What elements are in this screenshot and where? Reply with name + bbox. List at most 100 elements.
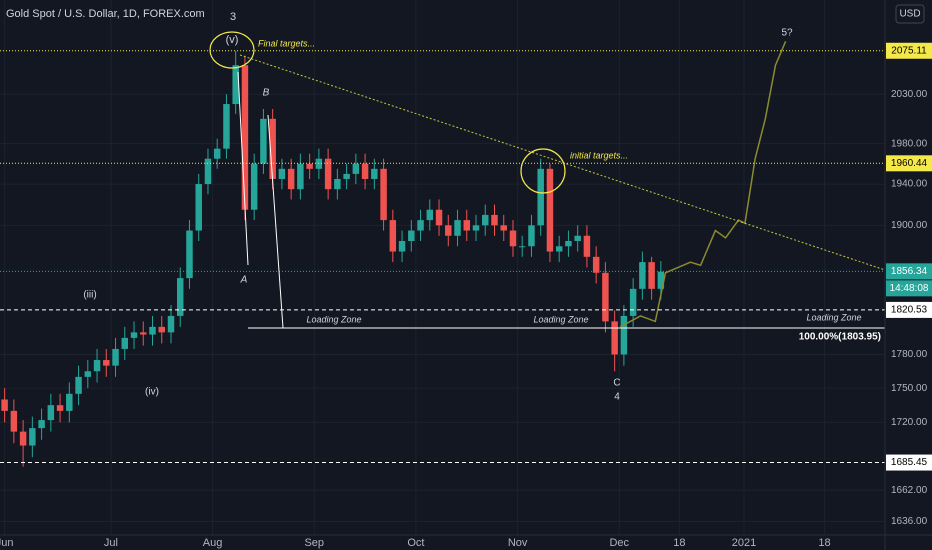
candle-body: [250, 163, 258, 210]
y-tick-label: 1940.00: [891, 179, 928, 190]
annotation: initial targets...: [570, 150, 628, 160]
price-tag: [886, 263, 932, 280]
price-tag-label: 1960.44: [891, 158, 928, 169]
candle-body: [306, 163, 313, 169]
x-tick-label: Jul: [104, 537, 118, 549]
annotation: (iii): [83, 290, 96, 301]
candle-body: [334, 178, 341, 190]
x-tick-label: Aug: [203, 537, 223, 549]
candle-body: [324, 158, 332, 190]
candle-body: [620, 315, 628, 355]
target-circle: [209, 31, 255, 69]
candle-body: [565, 241, 572, 247]
candle-body: [204, 158, 212, 185]
y-tick-label: 1780.00: [891, 349, 928, 360]
candle-body: [426, 209, 434, 221]
candle-body: [472, 225, 480, 231]
x-tick-label: Oct: [407, 537, 424, 549]
candle-body: [629, 288, 637, 316]
plot: 100.00%(1803.95): [0, 41, 885, 467]
price-tag: [886, 301, 932, 318]
price-tag: [886, 42, 932, 59]
candle-body: [56, 405, 64, 411]
candle-body: [10, 410, 18, 432]
candle-body: [482, 214, 489, 226]
candle-body: [380, 168, 387, 221]
candle-body: [278, 168, 286, 179]
x-tick-label: Nov: [508, 537, 528, 549]
candle-body: [121, 337, 129, 349]
candle-body: [66, 393, 73, 411]
candle-body: [500, 225, 507, 231]
x-tick-label: Dec: [609, 537, 629, 549]
candle-body: [454, 220, 461, 236]
candle-body: [167, 315, 175, 333]
y-tick-label: 1750.00: [891, 383, 928, 394]
candle-body: [223, 104, 230, 149]
candle-body: [352, 163, 360, 174]
annotation: A: [240, 275, 248, 286]
y-tick-label: 1636.00: [891, 516, 928, 527]
candle-body: [186, 230, 193, 279]
candle-body: [241, 65, 249, 210]
fib-label: 100.00%(1803.95): [799, 332, 881, 343]
candle-body: [639, 262, 646, 289]
y-tick-label: 2030.00: [891, 89, 928, 100]
candle-body: [140, 332, 147, 335]
currency[interactable]: USD: [899, 9, 920, 20]
chart-title: Gold Spot / U.S. Dollar, 1D, FOREX.com: [6, 8, 205, 20]
candle-body: [195, 184, 202, 231]
candle-body: [38, 420, 45, 429]
candle-body: [371, 168, 378, 179]
price-tag: [886, 454, 932, 471]
candle-body: [398, 241, 406, 252]
candle-body: [546, 168, 554, 252]
candle-body: [75, 376, 82, 394]
candle-body: [269, 118, 276, 179]
candle-body: [583, 235, 591, 257]
target-circle: [520, 148, 566, 194]
candle-body: [1, 399, 8, 411]
candle-body: [435, 209, 443, 226]
grid: [0, 0, 885, 535]
countdown: 14:48:08: [890, 283, 929, 294]
annotation: 4: [614, 392, 620, 403]
candle-body: [232, 65, 239, 105]
candle-body: [602, 272, 609, 322]
candle-body: [592, 256, 600, 273]
candle-body: [528, 225, 535, 247]
candle-body: [19, 431, 27, 446]
countdown-tag: [886, 280, 932, 297]
price-tag-label: 2075.11: [891, 45, 927, 56]
annotation: 3: [230, 11, 236, 23]
y-tick-label: 1980.00: [891, 138, 928, 149]
y-tick-label: 1720.00: [891, 417, 928, 428]
candle-body: [112, 348, 119, 366]
candle-body: [491, 214, 498, 226]
candle-body: [389, 220, 397, 252]
y-tick-label: 1662.00: [891, 485, 928, 496]
currency-box[interactable]: [895, 4, 925, 24]
candle-body: [149, 326, 156, 335]
candle-body: [611, 321, 618, 355]
candle-body: [445, 225, 452, 236]
x-tick-label: 18: [673, 537, 685, 549]
annotation: Loading Zone: [533, 314, 588, 324]
annotation: (v): [226, 34, 239, 46]
x-tick-label: Jun: [0, 537, 13, 549]
wave-line: [237, 71, 249, 266]
candle-body: [84, 371, 92, 377]
candle-body: [47, 405, 55, 421]
annotation: C: [613, 378, 620, 389]
annotation: B: [263, 88, 270, 99]
candle-body: [555, 246, 563, 252]
wave-line: [267, 114, 284, 329]
annotation: Final targets...: [258, 38, 315, 48]
x-tick-label: Sep: [304, 537, 324, 549]
candle-body: [158, 326, 165, 333]
y-tick-label: 1900.00: [891, 220, 928, 231]
trend-line: [239, 54, 886, 271]
